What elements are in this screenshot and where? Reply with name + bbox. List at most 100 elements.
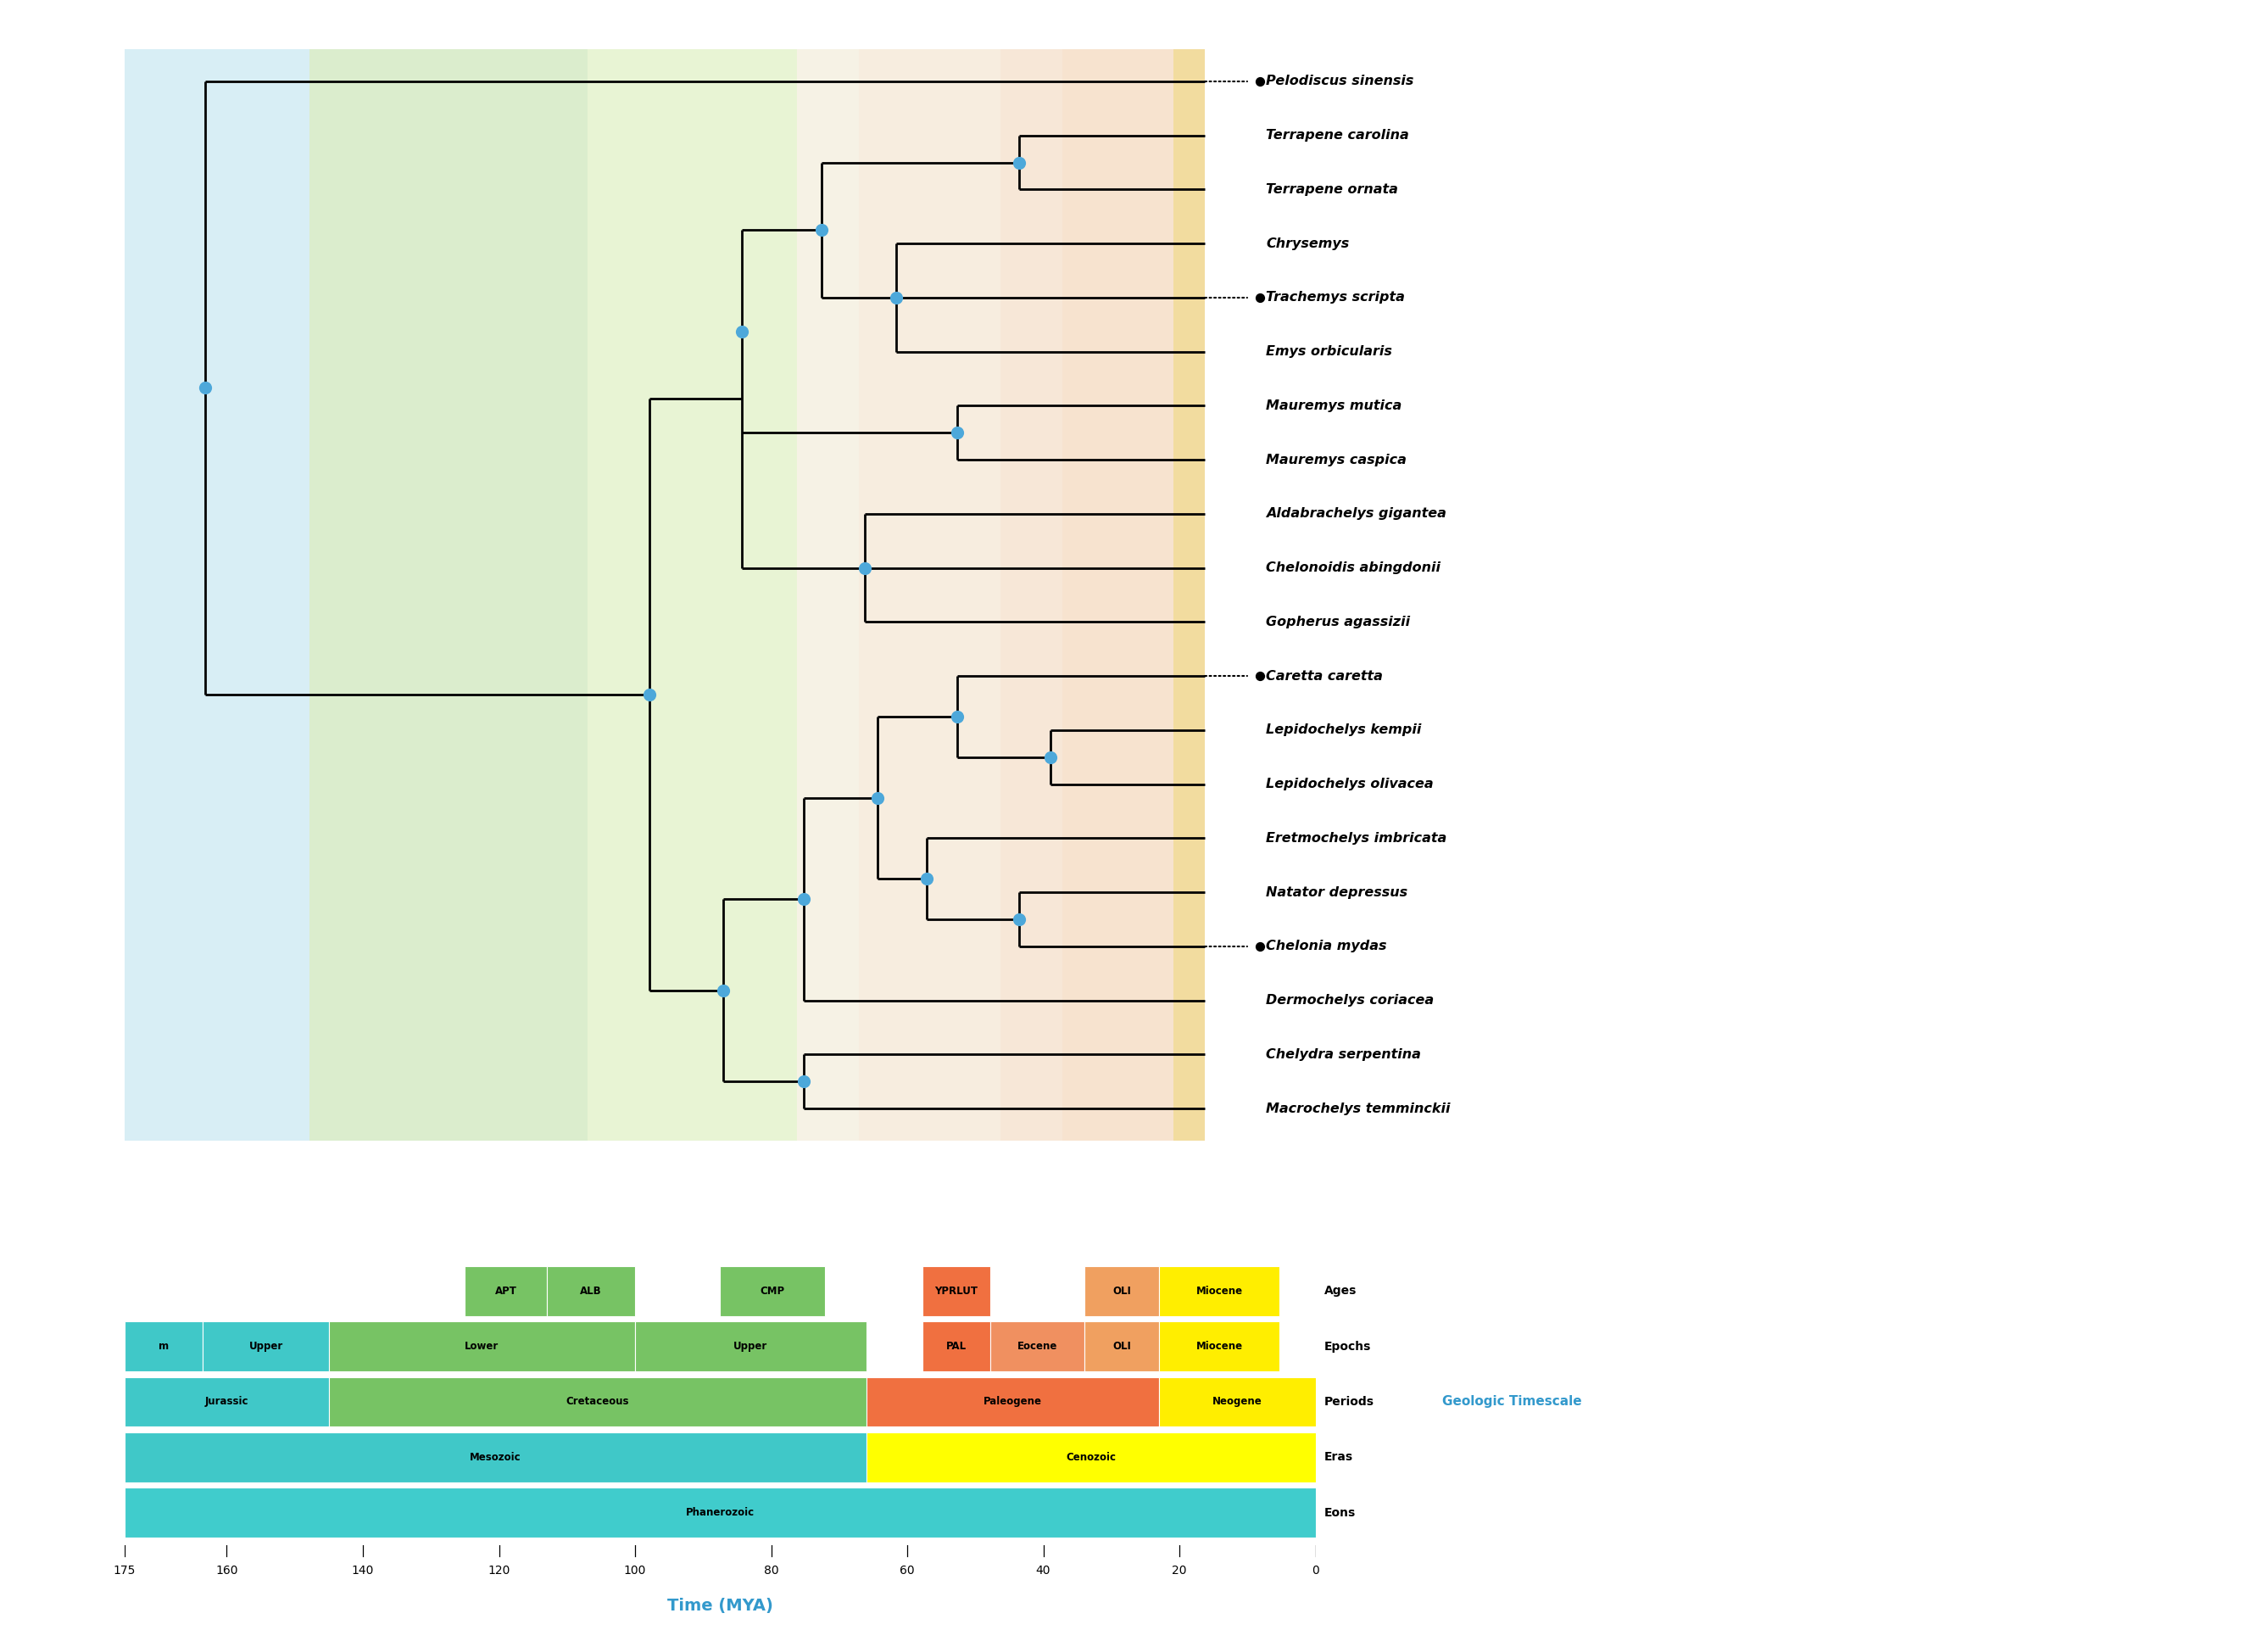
- Text: 20: 20: [1173, 1565, 1186, 1576]
- Bar: [923, 1267, 991, 1315]
- Point: [705, 978, 742, 1004]
- Point: [909, 866, 946, 892]
- Point: [1000, 906, 1036, 932]
- Text: ALB: ALB: [581, 1286, 601, 1296]
- Point: [878, 285, 914, 311]
- Text: Eretmochelys imbricata: Eretmochelys imbricata: [1266, 831, 1447, 844]
- Text: Miocene: Miocene: [1195, 1286, 1243, 1296]
- Text: CMP: CMP: [760, 1286, 785, 1296]
- Text: Mesozoic: Mesozoic: [469, 1452, 522, 1462]
- Bar: [125, 1322, 202, 1371]
- Bar: [1173, 49, 1204, 1141]
- Text: Chelonoidis abingdonii: Chelonoidis abingdonii: [1266, 562, 1440, 574]
- Text: 140: 140: [352, 1565, 374, 1576]
- Text: Time (MYA): Time (MYA): [667, 1597, 773, 1614]
- Point: [1032, 745, 1068, 771]
- Text: Jurassic: Jurassic: [204, 1397, 249, 1407]
- Text: Chelonia mydas: Chelonia mydas: [1266, 941, 1388, 952]
- Text: 160: 160: [215, 1565, 238, 1576]
- Text: Phanerozoic: Phanerozoic: [685, 1508, 755, 1518]
- Text: Terrapene ornata: Terrapene ornata: [1266, 183, 1399, 196]
- Point: [631, 681, 667, 707]
- Bar: [1159, 1322, 1279, 1371]
- Bar: [465, 1267, 547, 1315]
- Point: [939, 704, 975, 730]
- Point: [846, 554, 882, 580]
- Text: Epochs: Epochs: [1325, 1340, 1372, 1353]
- Text: Terrapene carolina: Terrapene carolina: [1266, 129, 1408, 142]
- Bar: [860, 49, 1000, 1141]
- Bar: [991, 1322, 1084, 1371]
- Text: OLI: OLI: [1114, 1286, 1132, 1296]
- Text: Geologic Timescale: Geologic Timescale: [1442, 1395, 1583, 1408]
- Bar: [1061, 49, 1173, 1141]
- Point: [1243, 68, 1279, 95]
- Bar: [1084, 1267, 1159, 1315]
- Bar: [1159, 1377, 1315, 1426]
- Text: 120: 120: [488, 1565, 510, 1576]
- Bar: [202, 1322, 329, 1371]
- Bar: [1084, 1322, 1159, 1371]
- Text: Aldabrachelys gigantea: Aldabrachelys gigantea: [1266, 507, 1447, 520]
- Bar: [125, 1433, 866, 1482]
- Text: 60: 60: [900, 1565, 914, 1576]
- Bar: [1159, 1267, 1279, 1315]
- Text: m: m: [159, 1341, 170, 1351]
- Point: [785, 887, 821, 913]
- Text: Chrysemys: Chrysemys: [1266, 238, 1349, 249]
- Bar: [329, 1322, 635, 1371]
- Text: 100: 100: [624, 1565, 646, 1576]
- Text: Chelydra serpentina: Chelydra serpentina: [1266, 1048, 1422, 1061]
- Bar: [866, 1377, 1159, 1426]
- Text: Cretaceous: Cretaceous: [567, 1397, 628, 1407]
- Point: [1000, 150, 1036, 176]
- Text: Trachemys scripta: Trachemys scripta: [1266, 292, 1406, 303]
- Text: Eras: Eras: [1325, 1451, 1354, 1464]
- Text: Eocene: Eocene: [1018, 1341, 1057, 1351]
- Bar: [587, 49, 798, 1141]
- Bar: [866, 1433, 1315, 1482]
- Text: OLI: OLI: [1114, 1341, 1132, 1351]
- Text: Lepidochelys olivacea: Lepidochelys olivacea: [1266, 778, 1433, 791]
- Text: Ages: Ages: [1325, 1284, 1356, 1297]
- Text: Pelodiscus sinensis: Pelodiscus sinensis: [1266, 75, 1413, 88]
- Text: Neogene: Neogene: [1213, 1397, 1261, 1407]
- Text: APT: APT: [494, 1286, 517, 1296]
- Bar: [798, 49, 860, 1141]
- Bar: [635, 1322, 866, 1371]
- Text: Eons: Eons: [1325, 1506, 1356, 1519]
- Point: [860, 784, 896, 810]
- Text: Lepidochelys kempii: Lepidochelys kempii: [1266, 724, 1422, 737]
- Text: Lower: Lower: [465, 1341, 499, 1351]
- Text: Dermochelys coriacea: Dermochelys coriacea: [1266, 994, 1433, 1007]
- Point: [723, 318, 760, 344]
- Text: Mauremys caspica: Mauremys caspica: [1266, 453, 1406, 466]
- Text: Cenozoic: Cenozoic: [1066, 1452, 1116, 1462]
- Point: [785, 1069, 821, 1095]
- Text: Gopherus agassizii: Gopherus agassizii: [1266, 616, 1411, 628]
- Text: 0: 0: [1311, 1565, 1320, 1576]
- Text: YPRLUT: YPRLUT: [934, 1286, 978, 1296]
- Text: Paleogene: Paleogene: [984, 1397, 1041, 1407]
- Bar: [1000, 49, 1061, 1141]
- Point: [1243, 663, 1279, 689]
- Text: Macrochelys temminckii: Macrochelys temminckii: [1266, 1102, 1452, 1115]
- Text: Periods: Periods: [1325, 1395, 1374, 1408]
- Text: Upper: Upper: [249, 1341, 284, 1351]
- Bar: [923, 1322, 991, 1371]
- Bar: [311, 49, 587, 1141]
- Point: [1243, 934, 1279, 960]
- Point: [186, 375, 222, 401]
- Text: 80: 80: [764, 1565, 778, 1576]
- Text: Natator depressus: Natator depressus: [1266, 887, 1408, 898]
- Text: Mauremys mutica: Mauremys mutica: [1266, 399, 1402, 412]
- Text: 40: 40: [1036, 1565, 1050, 1576]
- Bar: [125, 49, 311, 1141]
- Bar: [721, 1267, 826, 1315]
- Text: Upper: Upper: [733, 1341, 769, 1351]
- Text: Miocene: Miocene: [1195, 1341, 1243, 1351]
- Bar: [125, 1377, 329, 1426]
- Point: [803, 217, 839, 243]
- Text: 175: 175: [113, 1565, 136, 1576]
- Text: Caretta caretta: Caretta caretta: [1266, 670, 1383, 683]
